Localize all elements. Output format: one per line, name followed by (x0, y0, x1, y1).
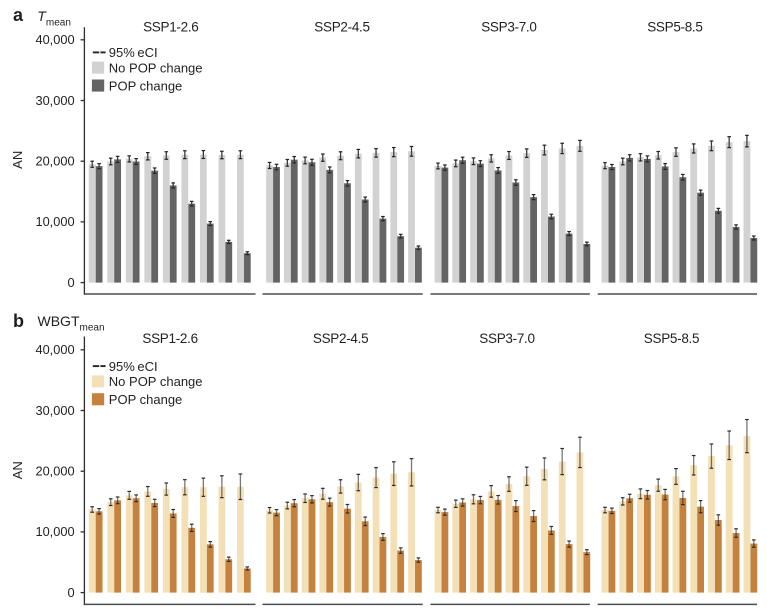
svg-text:40,000: 40,000 (35, 32, 74, 47)
svg-text:20,000: 20,000 (35, 464, 74, 479)
svg-text:30,000: 30,000 (35, 403, 74, 418)
svg-text:POP change: POP change (109, 78, 182, 93)
svg-text:SSP3-7.0: SSP3-7.0 (479, 331, 534, 346)
svg-text:AN: AN (10, 461, 25, 479)
svg-text:SSP1-2.6: SSP1-2.6 (142, 331, 197, 346)
svg-text:AN: AN (10, 151, 25, 169)
svg-text:0: 0 (67, 275, 74, 290)
svg-text:SSP1-2.6: SSP1-2.6 (143, 19, 198, 34)
svg-text:95% eCI: 95% eCI (109, 45, 158, 60)
svg-text:No POP change: No POP change (109, 60, 203, 75)
svg-text:40,000: 40,000 (35, 342, 74, 357)
svg-text:SSP2-4.5: SSP2-4.5 (313, 331, 368, 346)
svg-text:b: b (13, 311, 24, 331)
svg-text:a: a (13, 5, 24, 25)
svg-text:POP change: POP change (109, 392, 182, 407)
svg-text:0: 0 (67, 585, 74, 600)
svg-text:95% eCI: 95% eCI (109, 359, 158, 374)
svg-text:SSP3-7.0: SSP3-7.0 (481, 19, 536, 34)
svg-text:SSP5-8.5: SSP5-8.5 (644, 331, 699, 346)
svg-text:20,000: 20,000 (35, 154, 74, 169)
svg-text:No POP change: No POP change (109, 374, 203, 389)
svg-text:SSP5-8.5: SSP5-8.5 (647, 19, 702, 34)
svg-text:30,000: 30,000 (35, 93, 74, 108)
svg-text:10,000: 10,000 (35, 524, 74, 539)
svg-text:SSP2-4.5: SSP2-4.5 (314, 19, 369, 34)
svg-text:10,000: 10,000 (35, 214, 74, 229)
